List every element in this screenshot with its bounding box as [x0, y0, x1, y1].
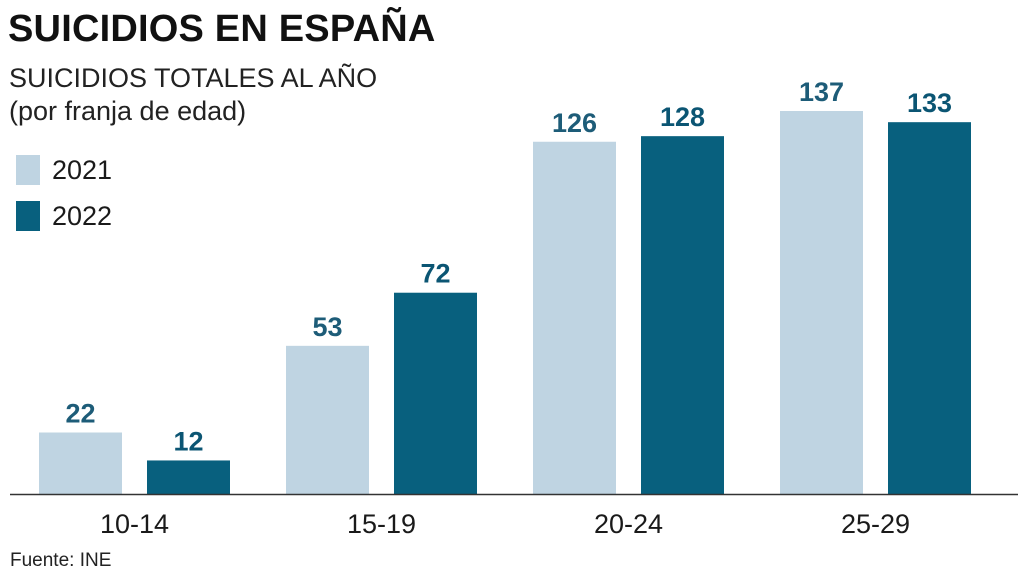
legend-item-2022: 2022: [16, 196, 112, 236]
data-label-2022-20-24: 128: [660, 102, 705, 132]
data-label-2021-15-19: 53: [312, 312, 342, 342]
source-note: Fuente: INE: [10, 550, 112, 571]
chart-subtitle: SUICIDIOS TOTALES AL AÑO: [9, 63, 378, 93]
bar-2021-15-19: [286, 345, 369, 494]
bar-2021-20-24: [533, 141, 616, 494]
legend-swatch-2021: [16, 155, 40, 185]
bar-2022-25-29: [888, 122, 971, 494]
legend-item-2021: 2021: [16, 150, 112, 190]
x-tick-label-20-24: 20-24: [594, 509, 663, 539]
bar-2021-10-14: [39, 432, 122, 494]
bar-2022-15-19: [394, 292, 477, 494]
data-label-2022-25-29: 133: [907, 88, 952, 118]
data-label-2021-20-24: 126: [552, 108, 597, 138]
data-label-2022-15-19: 72: [420, 259, 450, 289]
bar-2022-20-24: [641, 136, 724, 494]
legend: 2021 2022: [16, 150, 112, 242]
bar-2021-25-29: [780, 111, 863, 494]
data-label-2021-10-14: 22: [65, 398, 95, 428]
legend-swatch-2022: [16, 201, 40, 231]
chart-title: SUICIDIOS EN ESPAÑA: [8, 8, 436, 50]
legend-label-2022: 2022: [52, 200, 113, 231]
chart-subtitle-note: (por franja de edad): [9, 96, 247, 126]
data-label-2022-10-14: 12: [173, 426, 203, 456]
bar-2022-10-14: [147, 460, 230, 494]
legend-label-2021: 2021: [52, 154, 113, 185]
x-tick-label-10-14: 10-14: [100, 509, 169, 539]
x-tick-label-25-29: 25-29: [841, 509, 910, 539]
x-tick-label-15-19: 15-19: [347, 509, 416, 539]
data-label-2021-25-29: 137: [799, 77, 844, 107]
